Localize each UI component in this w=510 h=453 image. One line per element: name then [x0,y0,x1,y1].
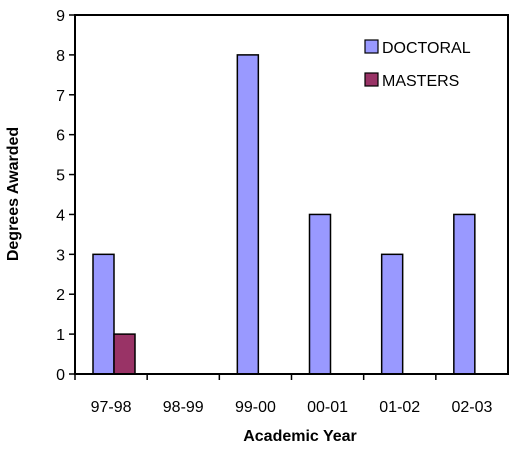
legend-swatch-doctoral [364,39,379,54]
y-axis-title: Degrees Awarded [5,127,22,261]
bar-doctoral-01-02 [380,253,404,375]
y-tick-label: 1 [56,327,65,344]
plot-frame [74,14,509,375]
x-tick-label: 98-99 [163,399,204,416]
x-tick-label: 00-01 [307,399,348,416]
bar-doctoral-97-98 [92,253,115,375]
x-tick-label: 02-03 [451,399,492,416]
x-tick-label: 97-98 [91,399,132,416]
y-tick-label: 5 [56,168,65,185]
y-ticks-group: 0 1 2 3 4 5 6 7 8 9 [56,8,75,384]
plot-area [74,14,509,375]
bars-group [92,54,476,375]
y-tick-label: 3 [56,247,65,264]
legend-label-doctoral: DOCTORAL [382,40,471,57]
y-tick-label: 2 [56,287,65,304]
bar-doctoral-00-01 [308,213,332,375]
y-tick-label: 6 [56,128,65,145]
legend: DOCTORAL MASTERS [364,39,471,90]
y-tick-label: 7 [56,88,65,105]
y-tick-label: 8 [56,48,65,65]
x-tick-label: 99-00 [235,399,276,416]
legend-label-masters: MASTERS [382,73,459,90]
y-tick-label: 9 [56,8,65,25]
x-ticks-group: 97-98 98-99 99-00 00-01 01-02 02-03 [74,374,492,416]
x-tick-label: 01-02 [379,399,420,416]
bar-doctoral-02-03 [453,213,476,375]
bar-doctoral-99-00 [236,54,260,375]
x-axis-title: Academic Year [243,428,357,445]
bar-masters-97-98 [113,333,136,375]
y-tick-label: 0 [56,367,65,384]
y-tick-label: 4 [56,207,65,224]
legend-swatch-masters [364,72,379,87]
